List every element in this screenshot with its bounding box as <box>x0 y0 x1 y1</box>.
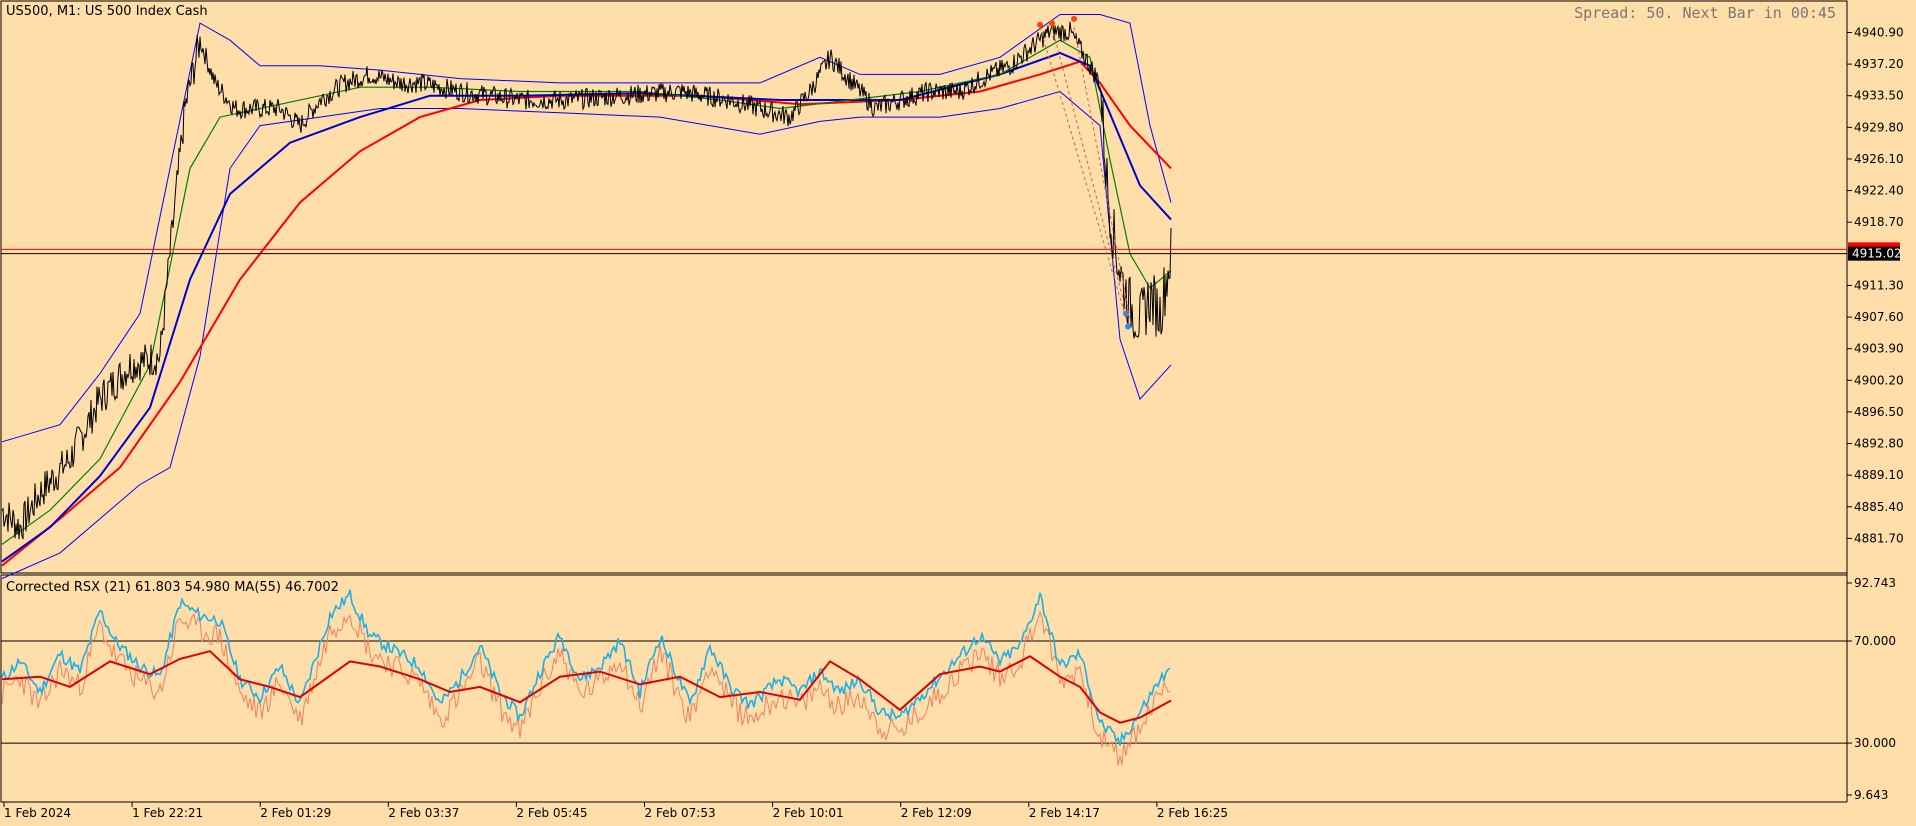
time-tick-label: 2 Feb 16:25 <box>1157 806 1228 820</box>
price-series <box>1 21 1172 540</box>
signal-connector-line <box>1051 27 1129 319</box>
price-tick-label: 4929.80 <box>1854 120 1904 134</box>
price-tick-label: 4903.90 <box>1854 342 1904 356</box>
indicator-title: Corrected RSX (21) 61.803 54.980 MA(55) … <box>6 580 339 595</box>
time-tick-label: 2 Feb 05:45 <box>516 806 587 820</box>
sell-signal-marker <box>1037 21 1043 28</box>
indicator-tick-label: 9.643 <box>1854 788 1888 802</box>
price-tick-label: 4922.40 <box>1854 184 1904 198</box>
price-tick-label: 4892.80 <box>1854 437 1904 451</box>
price-tick-label: 4937.20 <box>1854 57 1904 71</box>
price-tick-label: 4907.60 <box>1854 310 1904 324</box>
price-axis[interactable] <box>1847 1 1915 825</box>
price-tick-label: 4885.40 <box>1854 500 1904 514</box>
time-tick-label: 2 Feb 12:09 <box>901 806 972 820</box>
time-tick-label: 1 Feb 22:21 <box>132 806 203 820</box>
time-tick-label: 2 Feb 14:17 <box>1029 806 1100 820</box>
buy-signal-marker <box>1123 310 1129 317</box>
rsx-signal-line <box>1 610 1171 766</box>
signal-connector-line <box>1039 27 1127 319</box>
price-tick-label: 4911.30 <box>1854 278 1904 292</box>
current-price-label: 4915.02 <box>1852 247 1902 261</box>
chart-title: US500, M1: US 500 Index Cash <box>6 4 208 19</box>
bollinger-lower-band <box>1 90 1172 579</box>
price-tick-label: 4918.70 <box>1854 215 1904 229</box>
bollinger-upper-band <box>1 14 1172 443</box>
price-panel[interactable] <box>0 0 1848 574</box>
spread-info: Spread: 50. Next Bar in 00:45 <box>1574 4 1836 22</box>
sell-signal-marker <box>1049 20 1055 27</box>
buy-signal-marker <box>1125 323 1131 330</box>
current-price-marker <box>1848 246 1900 261</box>
price-tick-label: 4940.90 <box>1854 25 1904 39</box>
time-tick-label: 2 Feb 10:01 <box>773 806 844 820</box>
rsx-ma-line <box>1 650 1172 724</box>
time-tick-label: 2 Feb 01:29 <box>260 806 331 820</box>
signal-connector-line <box>1073 27 1131 319</box>
price-tick-label: 4900.20 <box>1854 373 1904 387</box>
time-tick-label: 2 Feb 03:37 <box>388 806 459 820</box>
rsx-line <box>1 589 1171 746</box>
indicator-tick-label: 92.743 <box>1854 576 1896 590</box>
sell-signal-marker <box>1071 15 1077 22</box>
price-tick-label: 4926.10 <box>1854 152 1904 166</box>
price-tick-label: 4881.70 <box>1854 531 1904 545</box>
price-tick-label: 4933.50 <box>1854 89 1904 103</box>
price-tick-label: 4896.50 <box>1854 405 1904 419</box>
moving-average-fast <box>1 39 1172 545</box>
time-tick-label: 1 Feb 2024 <box>4 806 71 820</box>
price-tick-label: 4889.10 <box>1854 468 1904 482</box>
trade-signals <box>1037 15 1131 330</box>
time-tick-label: 2 Feb 07:53 <box>645 806 716 820</box>
indicator-tick-label: 30.000 <box>1854 736 1896 750</box>
indicator-tick-label: 70.000 <box>1854 634 1896 648</box>
